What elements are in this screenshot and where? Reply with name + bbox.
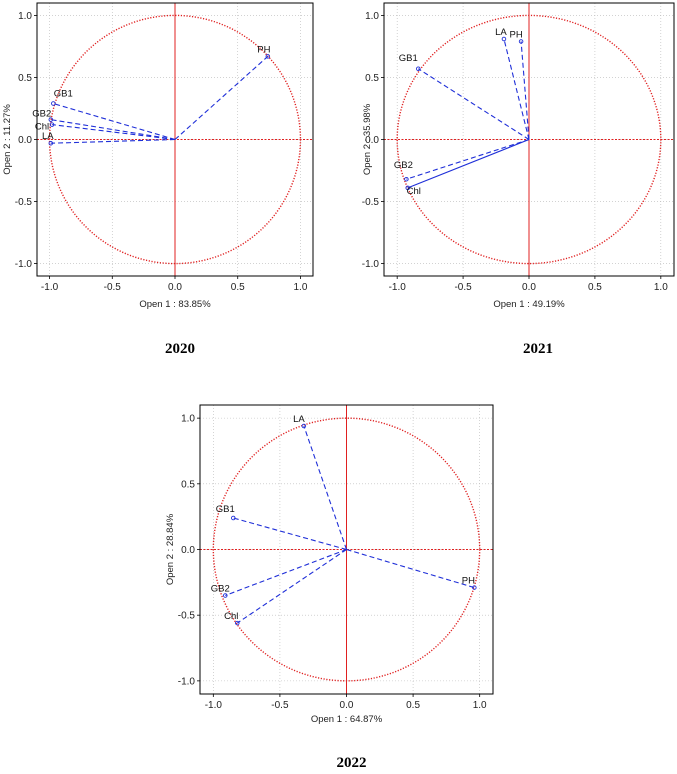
y-tick-label: 1.0: [18, 11, 32, 22]
y-tick-label: 0.0: [181, 545, 195, 556]
pca-chart-2021: LA PH GB1 GB2 Chl -1.0 -0.5 0.0 0.5 1.0 -1.0 -0.5 0.…: [362, 2, 675, 357]
point-label-la: LA: [293, 414, 305, 425]
y-tick-label: 0.5: [181, 479, 195, 490]
point-marker-la: [48, 140, 54, 146]
y-tick-label: -0.5: [15, 197, 33, 208]
pca-chart-2022: LA GB1 GB2 Chl PH -1.0 -0.5 0.0 0.5 1.0 -1.0 -0.5 0.…: [165, 404, 494, 771]
y-axis-title: Open 2 : 35.98%: [362, 103, 373, 175]
vector-chl: [407, 138, 530, 189]
point-label-chl: Chl: [35, 122, 49, 133]
vector-chl: [236, 549, 347, 624]
y-tick-label: -1.0: [15, 259, 33, 270]
y-axis-title: Open 2 : 28.84%: [165, 513, 176, 585]
point-label-ph: PH: [462, 576, 475, 587]
x-tick-label: 0.5: [406, 700, 420, 711]
y-tick-label: -0.5: [178, 611, 196, 622]
point-marker-gb1: [231, 515, 236, 521]
x-tick-label: -0.5: [454, 282, 472, 293]
vector-la: [50, 138, 176, 144]
point-marker-chl: [405, 185, 410, 191]
x-tick-label: -1.0: [41, 282, 59, 293]
point-label-la: LA: [42, 131, 54, 142]
point-marker-chl: [49, 122, 55, 127]
y-tick-label: 0.5: [18, 73, 32, 84]
point-marker-gb2: [48, 117, 54, 122]
x-tick-label: 1.0: [654, 282, 668, 293]
point-marker-ph: [518, 39, 524, 44]
x-tick-label: 1.0: [294, 282, 308, 293]
point-marker-gb2: [404, 176, 409, 182]
x-tick-label: -1.0: [389, 282, 407, 293]
x-tick-label: -0.5: [104, 282, 122, 293]
point-label-gb1: GB1: [399, 53, 418, 64]
y-axis-title: Open 2 : 11.27%: [2, 104, 13, 175]
vector-gb1: [417, 68, 530, 140]
vector-gb2: [225, 548, 347, 596]
point-marker-gb1: [416, 66, 421, 72]
vector-chl: [51, 124, 176, 141]
x-tick-label: -1.0: [205, 700, 223, 711]
vector-ph: [520, 41, 530, 140]
x-tick-label: 0.0: [168, 282, 182, 293]
point-label-la: LA: [495, 27, 507, 38]
point-label-gb2: GB2: [32, 109, 51, 120]
vector-ph: [174, 55, 269, 140]
point-marker-chl: [235, 620, 240, 626]
x-tick-label: 0.0: [340, 700, 354, 711]
vector-gb2: [406, 138, 530, 180]
point-label-ph: PH: [509, 29, 522, 40]
vector-gb1: [53, 102, 176, 141]
year-caption: 2022: [337, 755, 367, 771]
point-marker-la: [301, 423, 307, 429]
point-label-gb2: GB2: [394, 160, 413, 171]
point-marker-gb2: [223, 593, 228, 598]
y-tick-label: 1.0: [365, 11, 379, 22]
y-tick-label: -1.0: [178, 676, 196, 687]
y-tick-label: 1.0: [181, 414, 195, 425]
y-tick-label: -0.5: [362, 197, 380, 208]
y-tick-label: 0.5: [365, 73, 379, 84]
point-marker-ph: [265, 54, 271, 59]
x-tick-label: 0.5: [588, 282, 602, 293]
vector-la: [503, 38, 530, 140]
point-marker-la: [501, 36, 507, 42]
y-tick-label: 0.0: [18, 135, 32, 146]
x-axis-title: Open 1 : 49.19%: [493, 299, 565, 310]
year-caption: 2021: [523, 341, 553, 357]
x-tick-label: 0.5: [231, 282, 245, 293]
y-tick-label: 0.0: [365, 135, 379, 146]
point-label-ph: PH: [257, 44, 270, 55]
x-axis-title: Open 1 : 64.87%: [311, 714, 383, 725]
point-marker-ph: [472, 585, 477, 590]
point-label-gb1: GB1: [216, 504, 235, 515]
x-tick-label: 0.0: [522, 282, 536, 293]
x-tick-label: 1.0: [473, 700, 487, 711]
year-caption: 2020: [165, 341, 195, 357]
point-label-gb1: GB1: [54, 89, 73, 100]
y-tick-label: -1.0: [362, 259, 380, 270]
x-tick-label: -0.5: [271, 700, 289, 711]
vector-ph: [346, 548, 475, 589]
x-axis-title: Open 1 : 83.85%: [139, 299, 211, 310]
point-label-chl: Chl: [224, 611, 238, 622]
vector-la: [303, 425, 348, 550]
point-label-gb2: GB2: [211, 583, 230, 594]
vector-gb2: [50, 119, 176, 141]
vector-gb1: [233, 517, 347, 551]
point-label-chl: Chl: [407, 186, 421, 197]
point-marker-gb1: [51, 101, 56, 106]
